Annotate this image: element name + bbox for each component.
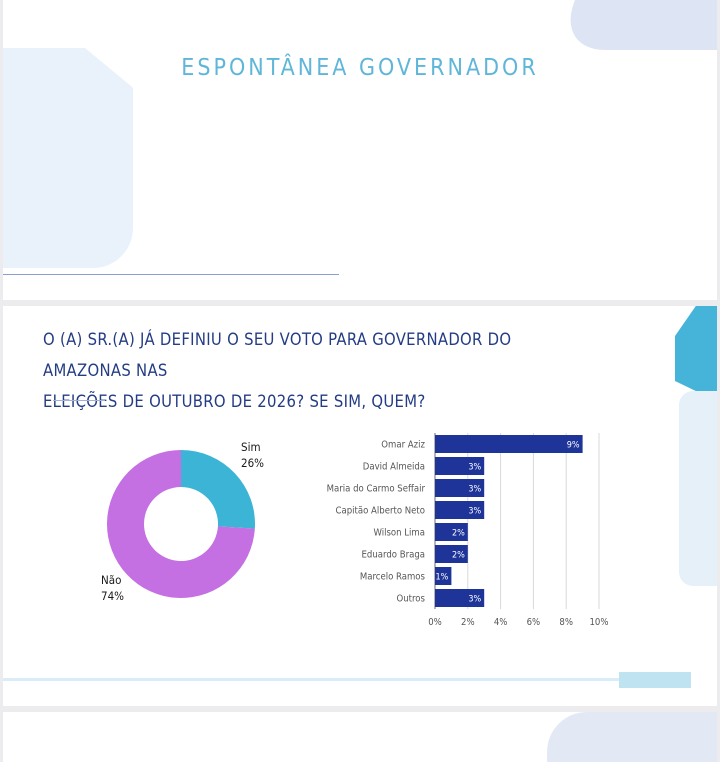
donut-chart (107, 450, 255, 598)
bar-chart: 0% 2% 4% 6% 8% 10% Omar Aziz 9% David Almeida 3% M… (327, 433, 609, 628)
data-label: 3% (468, 595, 481, 605)
data-label: 1% (436, 573, 449, 583)
data-label: 3% (468, 485, 481, 495)
nao-legend-label: Não 74% (101, 572, 124, 604)
corner-decoration (547, 712, 717, 762)
category-label: Marcelo Ramos (360, 572, 426, 583)
bar (435, 523, 468, 541)
next-slide (3, 712, 717, 762)
question-title: O (A) SR.(A) JÁ DEFINIU O SEU VOTO PARA … (43, 324, 603, 417)
sim-label: Sim (241, 440, 261, 454)
side-decoration (679, 391, 717, 586)
side-decoration (3, 48, 133, 268)
slide-title: ESPONTÂNEA GOVERNADOR (181, 55, 539, 81)
bar (435, 545, 468, 563)
bar (435, 457, 485, 475)
category-label: David Almeida (363, 462, 425, 473)
bar (435, 589, 485, 607)
nao-value: 74% (101, 589, 124, 603)
data-label: 3% (468, 507, 481, 517)
bar (435, 435, 583, 453)
x-tick-label: 4% (494, 617, 508, 628)
x-tick-label: 2% (461, 617, 475, 628)
category-label: Maria do Carmo Seffair (327, 484, 426, 495)
bar (435, 501, 485, 519)
data-label: 2% (452, 529, 465, 539)
footer-line (3, 678, 685, 681)
pie-slice-sim (181, 450, 255, 529)
category-label: Omar Aziz (381, 440, 425, 451)
category-label: Eduardo Braga (362, 550, 425, 561)
title-underline (53, 400, 105, 401)
category-label: Wilson Lima (373, 528, 425, 539)
nao-label: Não (101, 573, 122, 587)
x-tick-label: 8% (559, 617, 573, 628)
question-line-2: ELEIÇÕES DE OUTUBRO DE 2026? SE SIM, QUE… (43, 392, 426, 411)
category-label: Capitão Alberto Neto (336, 506, 425, 517)
sim-value: 26% (241, 456, 264, 470)
footer-accent (619, 672, 691, 688)
corner-decoration (545, 0, 717, 50)
x-tick-label: 0% (428, 617, 442, 628)
data-label: 2% (452, 551, 465, 561)
category-label: Outros (397, 594, 426, 605)
x-tick-label: 10% (590, 617, 609, 628)
data-label: 3% (468, 463, 481, 473)
title-slide: ESPONTÂNEA GOVERNADOR (3, 0, 717, 300)
divider-line (3, 274, 339, 275)
sim-legend-label: Sim 26% (241, 439, 264, 471)
chart-slide: O (A) SR.(A) JÁ DEFINIU O SEU VOTO PARA … (3, 306, 717, 706)
pie-slice-nao (107, 450, 255, 598)
x-tick-label: 6% (527, 617, 541, 628)
bar (435, 479, 485, 497)
bar (435, 567, 452, 585)
data-label: 9% (567, 441, 580, 451)
question-line-1: O (A) SR.(A) JÁ DEFINIU O SEU VOTO PARA … (43, 330, 512, 380)
